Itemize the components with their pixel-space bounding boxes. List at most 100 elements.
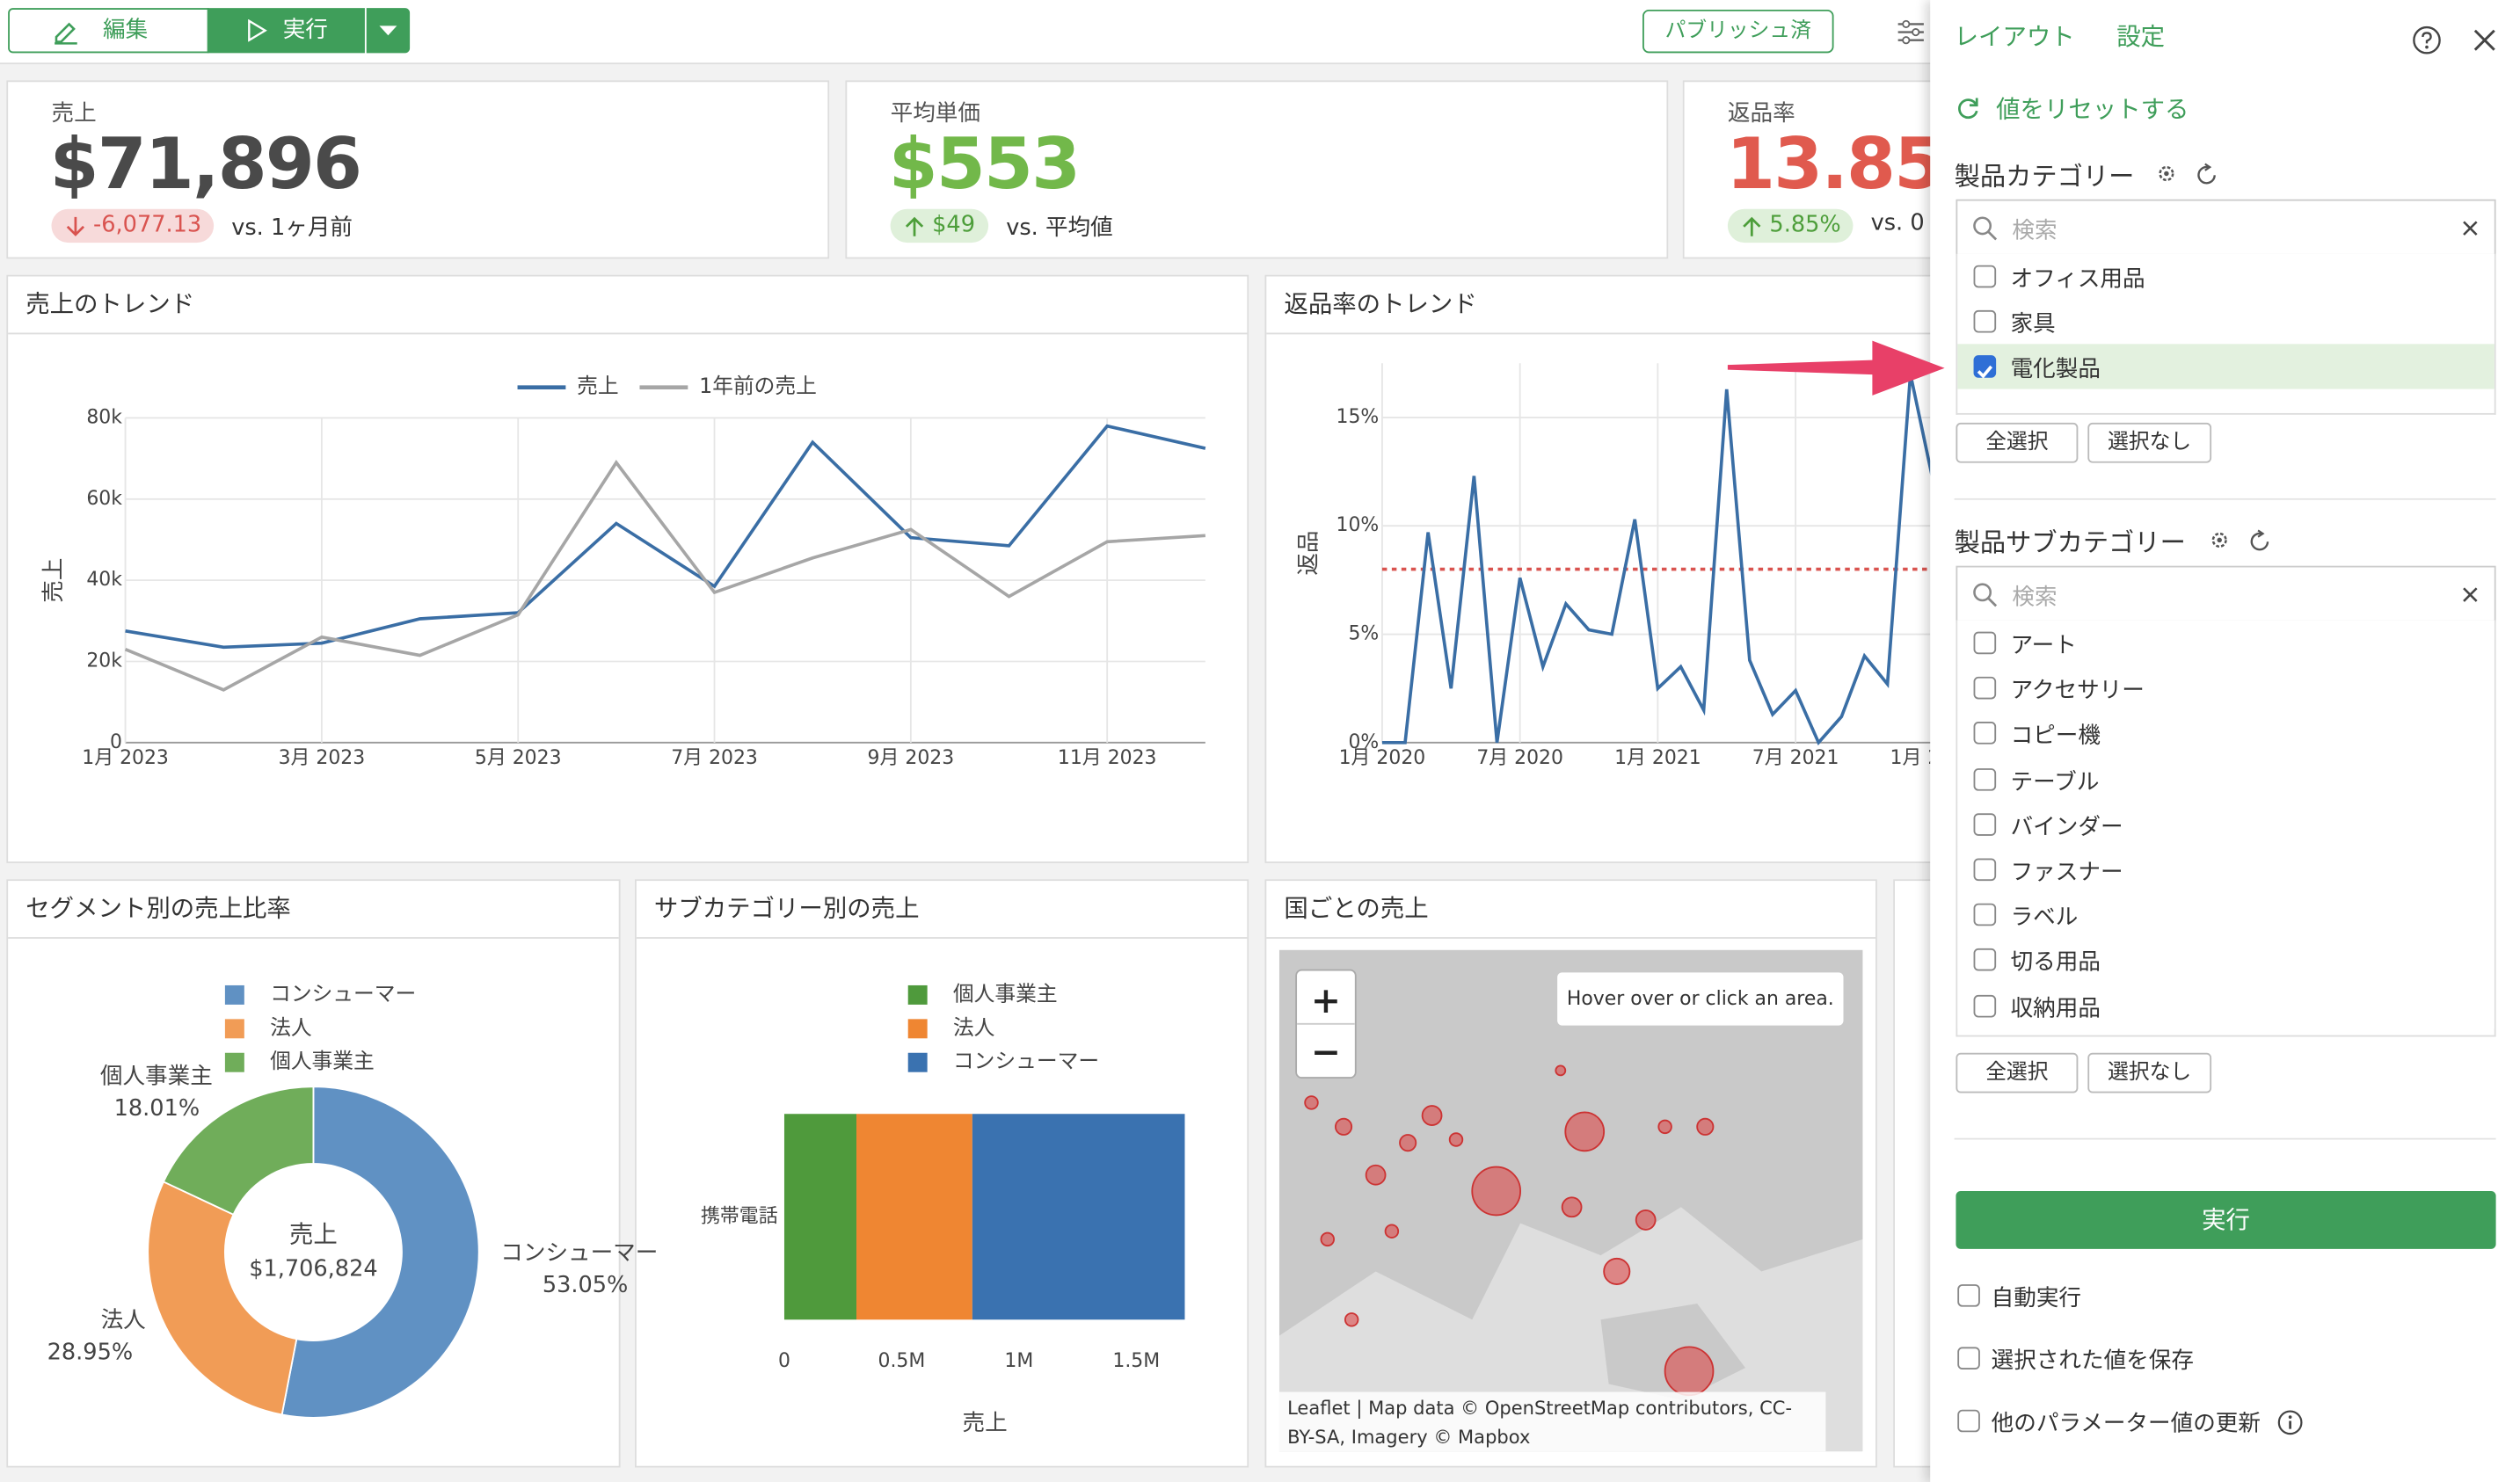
option-label: 収納用品: [2010, 996, 2101, 1022]
panel-title: セグメント別の売上比率: [8, 881, 619, 939]
select-none-button[interactable]: 選択なし: [2087, 422, 2212, 463]
option-label: バインダー: [2010, 814, 2123, 841]
option-label: 家具: [2010, 311, 2056, 338]
panel-title: 売上のトレンド: [8, 277, 1248, 335]
checkbox[interactable]: [1973, 355, 1997, 379]
checkbox[interactable]: [1973, 722, 1997, 745]
option-row[interactable]: オフィス用品: [1957, 253, 2495, 300]
run-button[interactable]: 実行: [207, 8, 365, 54]
checkbox[interactable]: [1973, 767, 1997, 791]
clear-icon[interactable]: [2462, 221, 2478, 236]
option-label: オフィス用品: [2010, 266, 2145, 293]
checkbox[interactable]: [1957, 1409, 1980, 1433]
checkbox-label: 選択された値を保存: [1991, 1348, 2194, 1375]
option-row[interactable]: 切る用品: [1957, 937, 2495, 984]
checkbox[interactable]: [1973, 265, 1997, 288]
panel-title: 返品率のトレンド: [1266, 277, 1955, 335]
checkbox[interactable]: [1973, 994, 1997, 1017]
delta-arrow: [1743, 216, 1761, 236]
published-label: パブリッシュ済: [1664, 18, 1811, 44]
select-all-button[interactable]: 全選択: [1956, 1052, 2079, 1093]
pointer-arrow: [1727, 340, 1945, 396]
settings-tab[interactable]: 設定: [2116, 22, 2166, 52]
delta-arrow: [905, 216, 924, 236]
check-mark: [1977, 365, 1993, 379]
panel-title: 国ごとの売上: [1266, 881, 1876, 939]
map[interactable]: Hover over or click an area. Leaflet | M…: [1278, 949, 1863, 1452]
map-hint: Hover over or click an area.: [1557, 972, 1844, 1026]
clear-icon[interactable]: [2462, 586, 2478, 602]
map-attribution: Leaflet | Map data © OpenStreetMap contr…: [1278, 1391, 1826, 1452]
filter-title: 製品サブカテゴリー: [1954, 527, 2186, 558]
option-label: コピー機: [2010, 723, 2101, 751]
reset-link[interactable]: 値をリセットする: [1996, 94, 2189, 124]
separator: [1954, 498, 2496, 500]
option-row[interactable]: テーブル: [1957, 756, 2495, 803]
gear-refresh-icons[interactable]: [2157, 163, 2221, 185]
kpi-value: $553: [888, 123, 1081, 207]
delta-arrow: [66, 216, 85, 236]
checkbox[interactable]: [1973, 858, 1997, 882]
filter-icons[interactable]: [2210, 527, 2274, 552]
reset-icon[interactable]: [1956, 97, 1979, 120]
checkbox-label: 自動実行: [1991, 1285, 2082, 1312]
option-row[interactable]: 収納用品: [1957, 983, 2495, 1028]
segment-panel: セグメント別の売上比率: [6, 879, 621, 1468]
select-all-button[interactable]: 全選択: [1956, 422, 2079, 463]
option-row[interactable]: 電化製品: [1957, 344, 2495, 389]
checkbox[interactable]: [1973, 309, 1997, 333]
checkbox[interactable]: [1957, 1347, 1980, 1369]
parameter-panel: レイアウト 設定 値をリセットする 実行 製品カテゴリー 検索 オフィス用品 家具 電化…: [1930, 0, 2520, 1482]
option-label: ラベル: [2010, 905, 2079, 932]
search-icon: [1973, 216, 1998, 241]
option-row[interactable]: 家具: [1957, 299, 2495, 345]
filter-icons[interactable]: [2157, 161, 2221, 185]
checkbox[interactable]: [1973, 904, 1997, 926]
option-row[interactable]: ラベル: [1957, 892, 2495, 938]
search-icon: [1973, 583, 1998, 607]
kpi-label: 返品率: [1727, 101, 1795, 127]
option-row[interactable]: アクセサリー: [1957, 665, 2495, 711]
checkbox[interactable]: [1957, 1284, 1980, 1307]
kpi-delta: -6,077.13: [51, 208, 215, 243]
run-icon: [248, 18, 267, 42]
option-row[interactable]: アート: [1957, 620, 2495, 666]
close-icon[interactable]: [2473, 29, 2496, 52]
option-list: オフィス用品 家具電化製品: [1956, 253, 2496, 415]
edit-button[interactable]: 編集: [8, 8, 209, 54]
run-dropdown[interactable]: [366, 8, 411, 54]
checkbox[interactable]: [1973, 813, 1997, 836]
gear-refresh-icons[interactable]: [2210, 529, 2274, 552]
option-row[interactable]: ファスナー: [1957, 846, 2495, 893]
option-label: アクセサリー: [2010, 679, 2145, 705]
kpi-compare: vs. 平均値: [1006, 215, 1113, 242]
published-badge[interactable]: パブリッシュ済: [1642, 9, 1834, 54]
layout-tab[interactable]: レイアウト: [1954, 22, 2075, 52]
search-box[interactable]: 検索: [1956, 199, 2496, 256]
search-box[interactable]: 検索: [1956, 565, 2496, 622]
info-glyph: [2277, 1410, 2303, 1435]
panel-run-button[interactable]: 実行: [1956, 1191, 2496, 1249]
map-panel: 国ごとの売上 Hover over or click an area. Leaf…: [1264, 879, 1877, 1468]
separator: [1954, 1137, 2496, 1140]
caret: [379, 25, 397, 36]
select-none-button[interactable]: 選択なし: [2087, 1052, 2212, 1093]
option-row[interactable]: コピー機: [1957, 710, 2495, 757]
zoom-icons[interactable]: [1297, 970, 1355, 1077]
option-label: アート: [2010, 633, 2077, 659]
kpi-value: $71,896: [49, 123, 362, 207]
checkbox[interactable]: [1973, 948, 1997, 972]
filter-icon[interactable]: [1897, 19, 1926, 45]
kpi-label: 売上: [51, 101, 97, 127]
kpi-card: 売上 $71,896 -6,077.13 vs. 1ヶ月前: [6, 80, 830, 259]
option-label: テーブル: [2010, 769, 2100, 795]
help-icon[interactable]: [2413, 25, 2442, 54]
info-icon[interactable]: [2277, 1410, 2303, 1435]
filter-title: 製品カテゴリー: [1954, 160, 2135, 192]
subcategory-panel: サブカテゴリー別の売上: [634, 879, 1249, 1468]
checkbox[interactable]: [1973, 677, 1997, 700]
checkbox[interactable]: [1973, 631, 1997, 655]
kpi-delta: $49: [890, 208, 988, 243]
option-row[interactable]: バインダー: [1957, 802, 2495, 847]
